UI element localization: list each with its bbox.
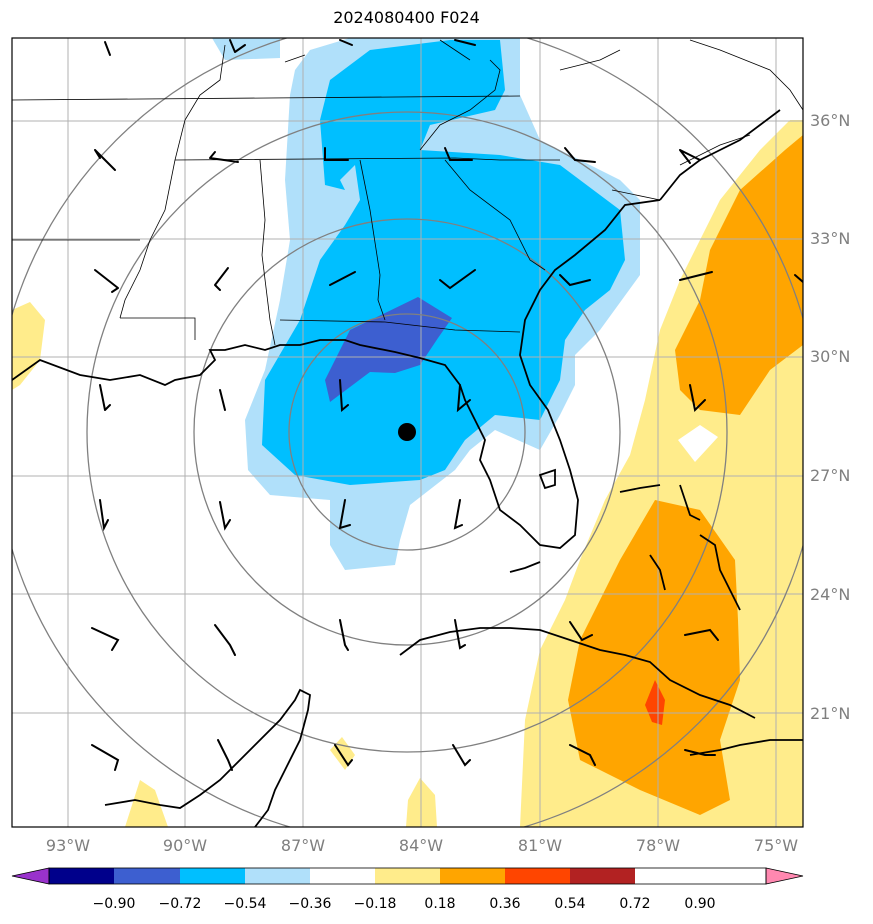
positive-anomaly-fill bbox=[12, 120, 803, 827]
colorbar-label: 0.72 bbox=[619, 896, 650, 912]
bahamas bbox=[619, 484, 741, 611]
light-yellow-region-small1 bbox=[330, 737, 355, 770]
colorbar-label: −0.36 bbox=[289, 896, 332, 912]
hispaniola-coast bbox=[689, 739, 803, 756]
colorbar-label: 0.90 bbox=[684, 896, 715, 912]
colorbar-label: 0.18 bbox=[424, 896, 455, 912]
map-plot-area bbox=[12, 38, 803, 827]
lat-label: 30°N bbox=[810, 347, 850, 366]
lon-label: 84°W bbox=[399, 836, 443, 855]
colorbar-extend-low bbox=[12, 868, 49, 884]
yucatan-coast bbox=[104, 688, 311, 827]
lon-label: 81°W bbox=[518, 836, 562, 855]
colorbar-labels: −0.90 −0.72 −0.54 −0.36 −0.18 0.18 0.36 … bbox=[93, 896, 716, 912]
lat-label: 24°N bbox=[810, 585, 850, 604]
colorbar-label: −0.54 bbox=[224, 896, 267, 912]
storm-center-marker bbox=[398, 423, 416, 441]
light-yellow-region-west bbox=[12, 302, 45, 390]
colorbar-label: 0.54 bbox=[554, 896, 585, 912]
range-rings bbox=[12, 38, 803, 827]
carolinas-coast bbox=[659, 109, 781, 201]
colorbar-swatch bbox=[375, 868, 440, 884]
colorbar-swatch bbox=[570, 868, 635, 884]
dark-blue-region bbox=[325, 297, 452, 402]
lat-label: 33°N bbox=[810, 229, 850, 248]
colorbar: −0.90 −0.72 −0.54 −0.36 −0.18 0.18 0.36 … bbox=[11, 867, 804, 912]
lon-label: 75°W bbox=[754, 836, 798, 855]
colorbar-label: −0.90 bbox=[93, 896, 136, 912]
lat-label: 21°N bbox=[810, 704, 850, 723]
lake-okeechobee bbox=[538, 468, 556, 490]
coastlines bbox=[12, 109, 803, 827]
colorbar-swatch bbox=[245, 868, 310, 884]
colorbar-label: −0.72 bbox=[159, 896, 202, 912]
lon-label: 93°W bbox=[46, 836, 90, 855]
state-borders bbox=[12, 39, 803, 346]
cuba-coast bbox=[399, 627, 756, 719]
orange-region-south bbox=[568, 500, 740, 815]
colorbar-extend-high bbox=[766, 868, 803, 884]
latitude-labels: 36°N 33°N 30°N 27°N 24°N 21°N bbox=[810, 111, 850, 723]
colorbar-label: −0.18 bbox=[354, 896, 397, 912]
colorbar-label: 0.36 bbox=[489, 896, 520, 912]
lat-label: 27°N bbox=[810, 466, 850, 485]
gulf-coast-west bbox=[12, 199, 661, 549]
red-region bbox=[645, 680, 665, 725]
negative-anomaly-fill bbox=[212, 38, 640, 570]
colorbar-swatch bbox=[49, 868, 114, 884]
lon-label: 78°W bbox=[636, 836, 680, 855]
longitude-labels: 93°W 90°W 87°W 84°W 81°W 78°W 75°W bbox=[46, 836, 798, 855]
lon-label: 87°W bbox=[281, 836, 325, 855]
wind-barbs bbox=[91, 39, 803, 771]
colorbar-swatch bbox=[505, 868, 570, 884]
white-hole bbox=[678, 425, 718, 462]
orange-region-north bbox=[675, 135, 803, 415]
lon-label: 90°W bbox=[163, 836, 207, 855]
colorbar-swatch bbox=[440, 868, 505, 884]
lat-label: 36°N bbox=[810, 111, 850, 130]
map-frame bbox=[11, 37, 804, 828]
florida-keys bbox=[509, 561, 541, 573]
gridlines bbox=[12, 38, 803, 827]
colorbar-swatch bbox=[310, 868, 375, 884]
colorbar-swatch bbox=[180, 868, 245, 884]
colorbar-swatch bbox=[114, 868, 180, 884]
colorbar-swatches bbox=[12, 868, 803, 884]
map-title: 2024080400 F024 bbox=[333, 8, 480, 27]
light-yellow-region-small3 bbox=[125, 780, 168, 827]
